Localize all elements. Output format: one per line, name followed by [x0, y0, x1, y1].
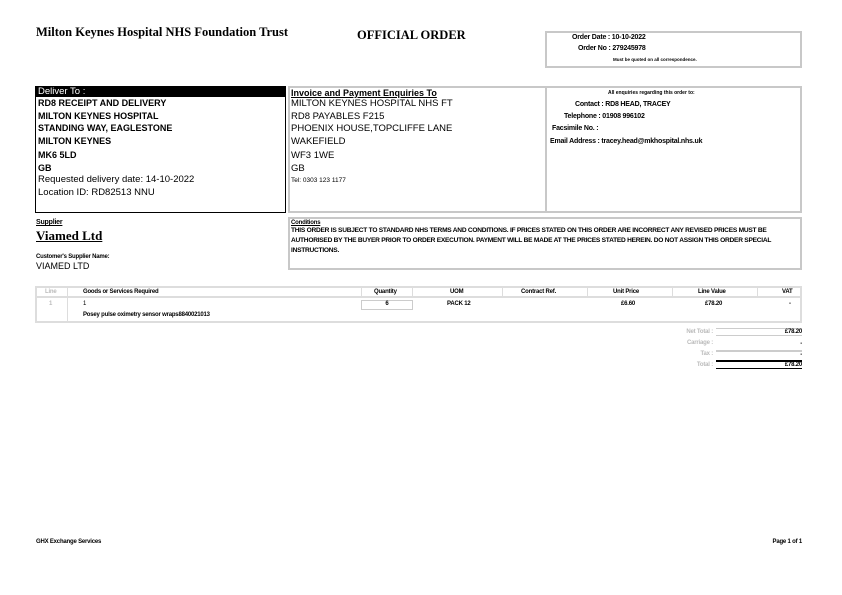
customer-supplier-label: Customer's Supplier Name:	[36, 254, 110, 260]
order-number: Order No : 279245978	[578, 45, 646, 52]
location-id: Location ID: RD82513 NNU	[38, 186, 155, 198]
row-code: 1	[83, 301, 87, 307]
col-vat: VAT	[782, 289, 793, 295]
col-line: Line	[45, 289, 57, 295]
row-vat: -	[789, 301, 791, 307]
order-date: Order Date : 10-10-2022	[572, 34, 646, 41]
conditions-box: Conditions THIS ORDER IS SUBJECT TO STAN…	[288, 217, 802, 270]
tax-label: Tax :	[700, 351, 713, 357]
deliver-country: GB	[38, 162, 52, 173]
total-label: Total :	[696, 362, 713, 368]
net-total-value: £78.20	[716, 328, 802, 336]
row-line-value: £78.20	[705, 301, 723, 307]
contact-box: All enquiries regarding this order to: C…	[545, 86, 802, 213]
quote-note: Must be quoted on all correspondence.	[613, 57, 697, 62]
deliver-line: RD8 RECEIPT AND DELIVERY	[38, 98, 167, 108]
contact-fax: Facsimile No. :	[552, 125, 599, 132]
conditions-heading: Conditions	[291, 220, 321, 226]
order-lines-table: Line Goods or Services Required Quantity…	[35, 286, 802, 323]
deliver-to-box: Deliver To : RD8 RECEIPT AND DELIVERY MI…	[35, 86, 286, 213]
conditions-text: THIS ORDER IS SUBJECT TO STANDARD NHS TE…	[291, 227, 772, 254]
col-line-value: Line Value	[698, 289, 726, 295]
table-header	[37, 288, 800, 298]
deliver-line: MILTON KEYNES	[38, 135, 112, 146]
carriage-value: -	[800, 341, 802, 347]
delivery-date: Requested delivery date: 14-10-2022	[38, 174, 195, 185]
page-title: OFFICIAL ORDER	[357, 28, 466, 42]
invoice-line: RD8 PAYABLES F215	[291, 110, 385, 122]
row-unit-price: £6.60	[621, 301, 636, 307]
carriage-label: Carriage :	[686, 340, 713, 346]
deliver-line: STANDING WAY, EAGLESTONE	[38, 123, 173, 133]
invoice-tel: Tel: 0303 123 1177	[291, 177, 346, 184]
tax-value: -	[716, 350, 802, 358]
invoice-heading: Invoice and Payment Enquiries To	[291, 88, 437, 98]
deliver-postcode: MK6 5LD	[38, 150, 77, 160]
supplier-heading: Supplier	[36, 219, 63, 226]
row-description: Posey pulse oximetry sensor wraps8840021…	[83, 312, 210, 318]
deliver-line: MILTON KEYNES HOSPITAL	[38, 110, 159, 121]
invoice-country: GB	[291, 162, 305, 174]
row-quantity: 6	[361, 300, 413, 310]
invoice-box: Invoice and Payment Enquiries To MILTON …	[288, 86, 547, 213]
row-line: 1	[49, 301, 53, 307]
col-unit-price: Unit Price	[613, 289, 640, 295]
invoice-postcode: WF3 1WE	[291, 150, 335, 161]
order-info-box: Order Date : 10-10-2022 Order No : 27924…	[545, 31, 802, 68]
page-number: Page 1 of 1	[772, 539, 803, 545]
deliver-heading: Deliver To :	[36, 87, 285, 97]
contact-email: Email Address : tracey.head@mkhospital.n…	[550, 138, 703, 145]
col-contract: Contract Ref.	[521, 289, 557, 295]
col-quantity: Quantity	[374, 289, 397, 295]
invoice-line: PHOENIX HOUSE,TOPCLIFFE LANE	[291, 123, 453, 134]
contact-telephone: Telephone : 01908 996102	[564, 113, 645, 120]
invoice-line: WAKEFIELD	[291, 135, 346, 147]
total-value: £78.20	[716, 360, 802, 369]
row-uom: PACK 12	[447, 301, 471, 307]
net-total-label: Net Total :	[686, 329, 713, 335]
invoice-line: MILTON KEYNES HOSPITAL NHS FT	[291, 98, 453, 109]
customer-supplier-name: VIAMED LTD	[36, 261, 90, 271]
contact-heading: All enquiries regarding this order to:	[608, 90, 695, 96]
footer-left: GHX Exchange Services	[36, 539, 102, 545]
col-goods: Goods or Services Required	[83, 289, 159, 295]
col-uom: UOM	[450, 289, 464, 295]
org-name: Milton Keynes Hospital NHS Foundation Tr…	[36, 25, 289, 39]
supplier-name: Viamed Ltd	[36, 228, 103, 243]
contact-name: Contact : RD8 HEAD, TRACEY	[575, 101, 671, 108]
